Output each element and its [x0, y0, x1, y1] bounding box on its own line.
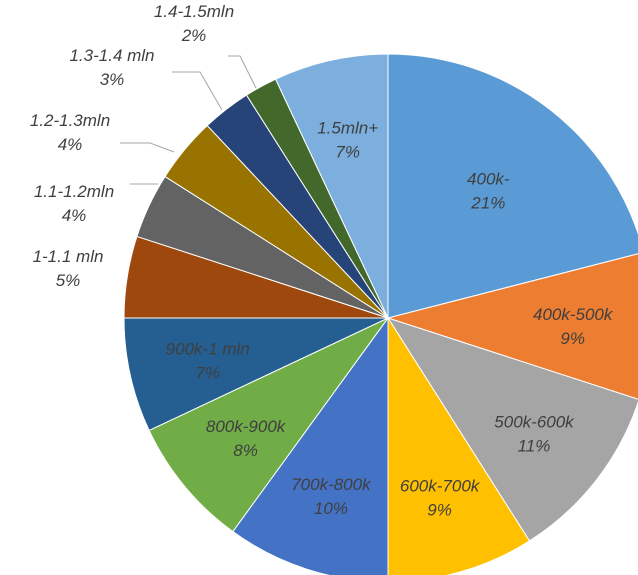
slice-category-label: 500k-600k [494, 412, 575, 431]
slice-percent-label: 4% [58, 135, 83, 154]
slice-category-label: 1.4-1.5mln [154, 2, 234, 21]
slice-category-label: 600k-700k [400, 477, 481, 496]
pie-slice [148, 317, 389, 533]
slice-percent-label: 3% [100, 70, 125, 89]
slice-percent-label: 9% [427, 501, 452, 520]
slice-label: 600k-700k 9% [400, 477, 481, 520]
slice-category-label: 800k-900k [206, 417, 287, 436]
slice-label: 500k-600k 11% [494, 412, 575, 455]
pie-slice [274, 53, 389, 319]
slice-percent-label: 9% [560, 329, 585, 348]
slice-category-label: 400k- [467, 170, 510, 189]
slice-percent-label: 21% [470, 194, 505, 213]
slice-category-label: 1.3-1.4 mln [69, 46, 154, 65]
slice-category-label: 1.2-1.3mln [30, 111, 110, 130]
slice-category-label: 1-1.1 mln [33, 247, 104, 266]
slice-category-label: 700k-800k [291, 475, 372, 494]
slice-percent-label: 10% [314, 499, 348, 518]
slice-label: 400k-500k 9% [533, 305, 614, 348]
slice-label: 1.4-1.5mln 2% [154, 2, 234, 45]
leader-line [120, 142, 175, 153]
leader-lines [120, 55, 257, 185]
pie-slices [123, 53, 638, 575]
slice-percent-label: 11% [518, 436, 551, 455]
slice-percent-label: 7% [335, 143, 360, 162]
slice-label: 1-1.1 mln 5% [33, 247, 104, 290]
pie-slice [387, 53, 638, 319]
pie-slice [386, 317, 638, 542]
pie-slice [123, 317, 389, 432]
slice-percent-label: 2% [181, 26, 207, 45]
slice-percent-label: 4% [62, 206, 87, 225]
slice-label: 900k-1 mln 7% [166, 339, 250, 382]
pie-slice [386, 253, 638, 400]
slice-label: 700k-800k 10% [291, 475, 372, 518]
slice-label: 800k-900k 8% [206, 417, 287, 460]
slice-category-label: 1.1-1.2mln [34, 182, 114, 201]
pie-slice [387, 316, 531, 575]
slice-label: 1.2-1.3mln 4% [30, 111, 110, 154]
slice-category-label: 400k-500k [533, 305, 614, 324]
slice-label: 1.1-1.2mln 4% [34, 182, 114, 225]
slice-category-label: 1.5mln+ [317, 119, 378, 138]
slice-category-label: 900k-1 mln [166, 339, 250, 358]
pie-slice [232, 316, 389, 575]
slice-label: 1.3-1.4 mln 3% [69, 46, 154, 89]
slice-labels: 400k- 21% 400k-500k 9% 500k-600k 11% 600k-700k… [30, 2, 614, 520]
leader-line [172, 71, 223, 111]
slice-percent-label: 7% [195, 363, 220, 382]
slice-percent-label: 5% [56, 271, 81, 290]
slice-label: 400k- 21% [467, 170, 510, 213]
slice-label: 1.5mln+ 7% [317, 119, 378, 162]
slice-percent-label: 8% [233, 441, 258, 460]
leader-line [228, 55, 257, 89]
